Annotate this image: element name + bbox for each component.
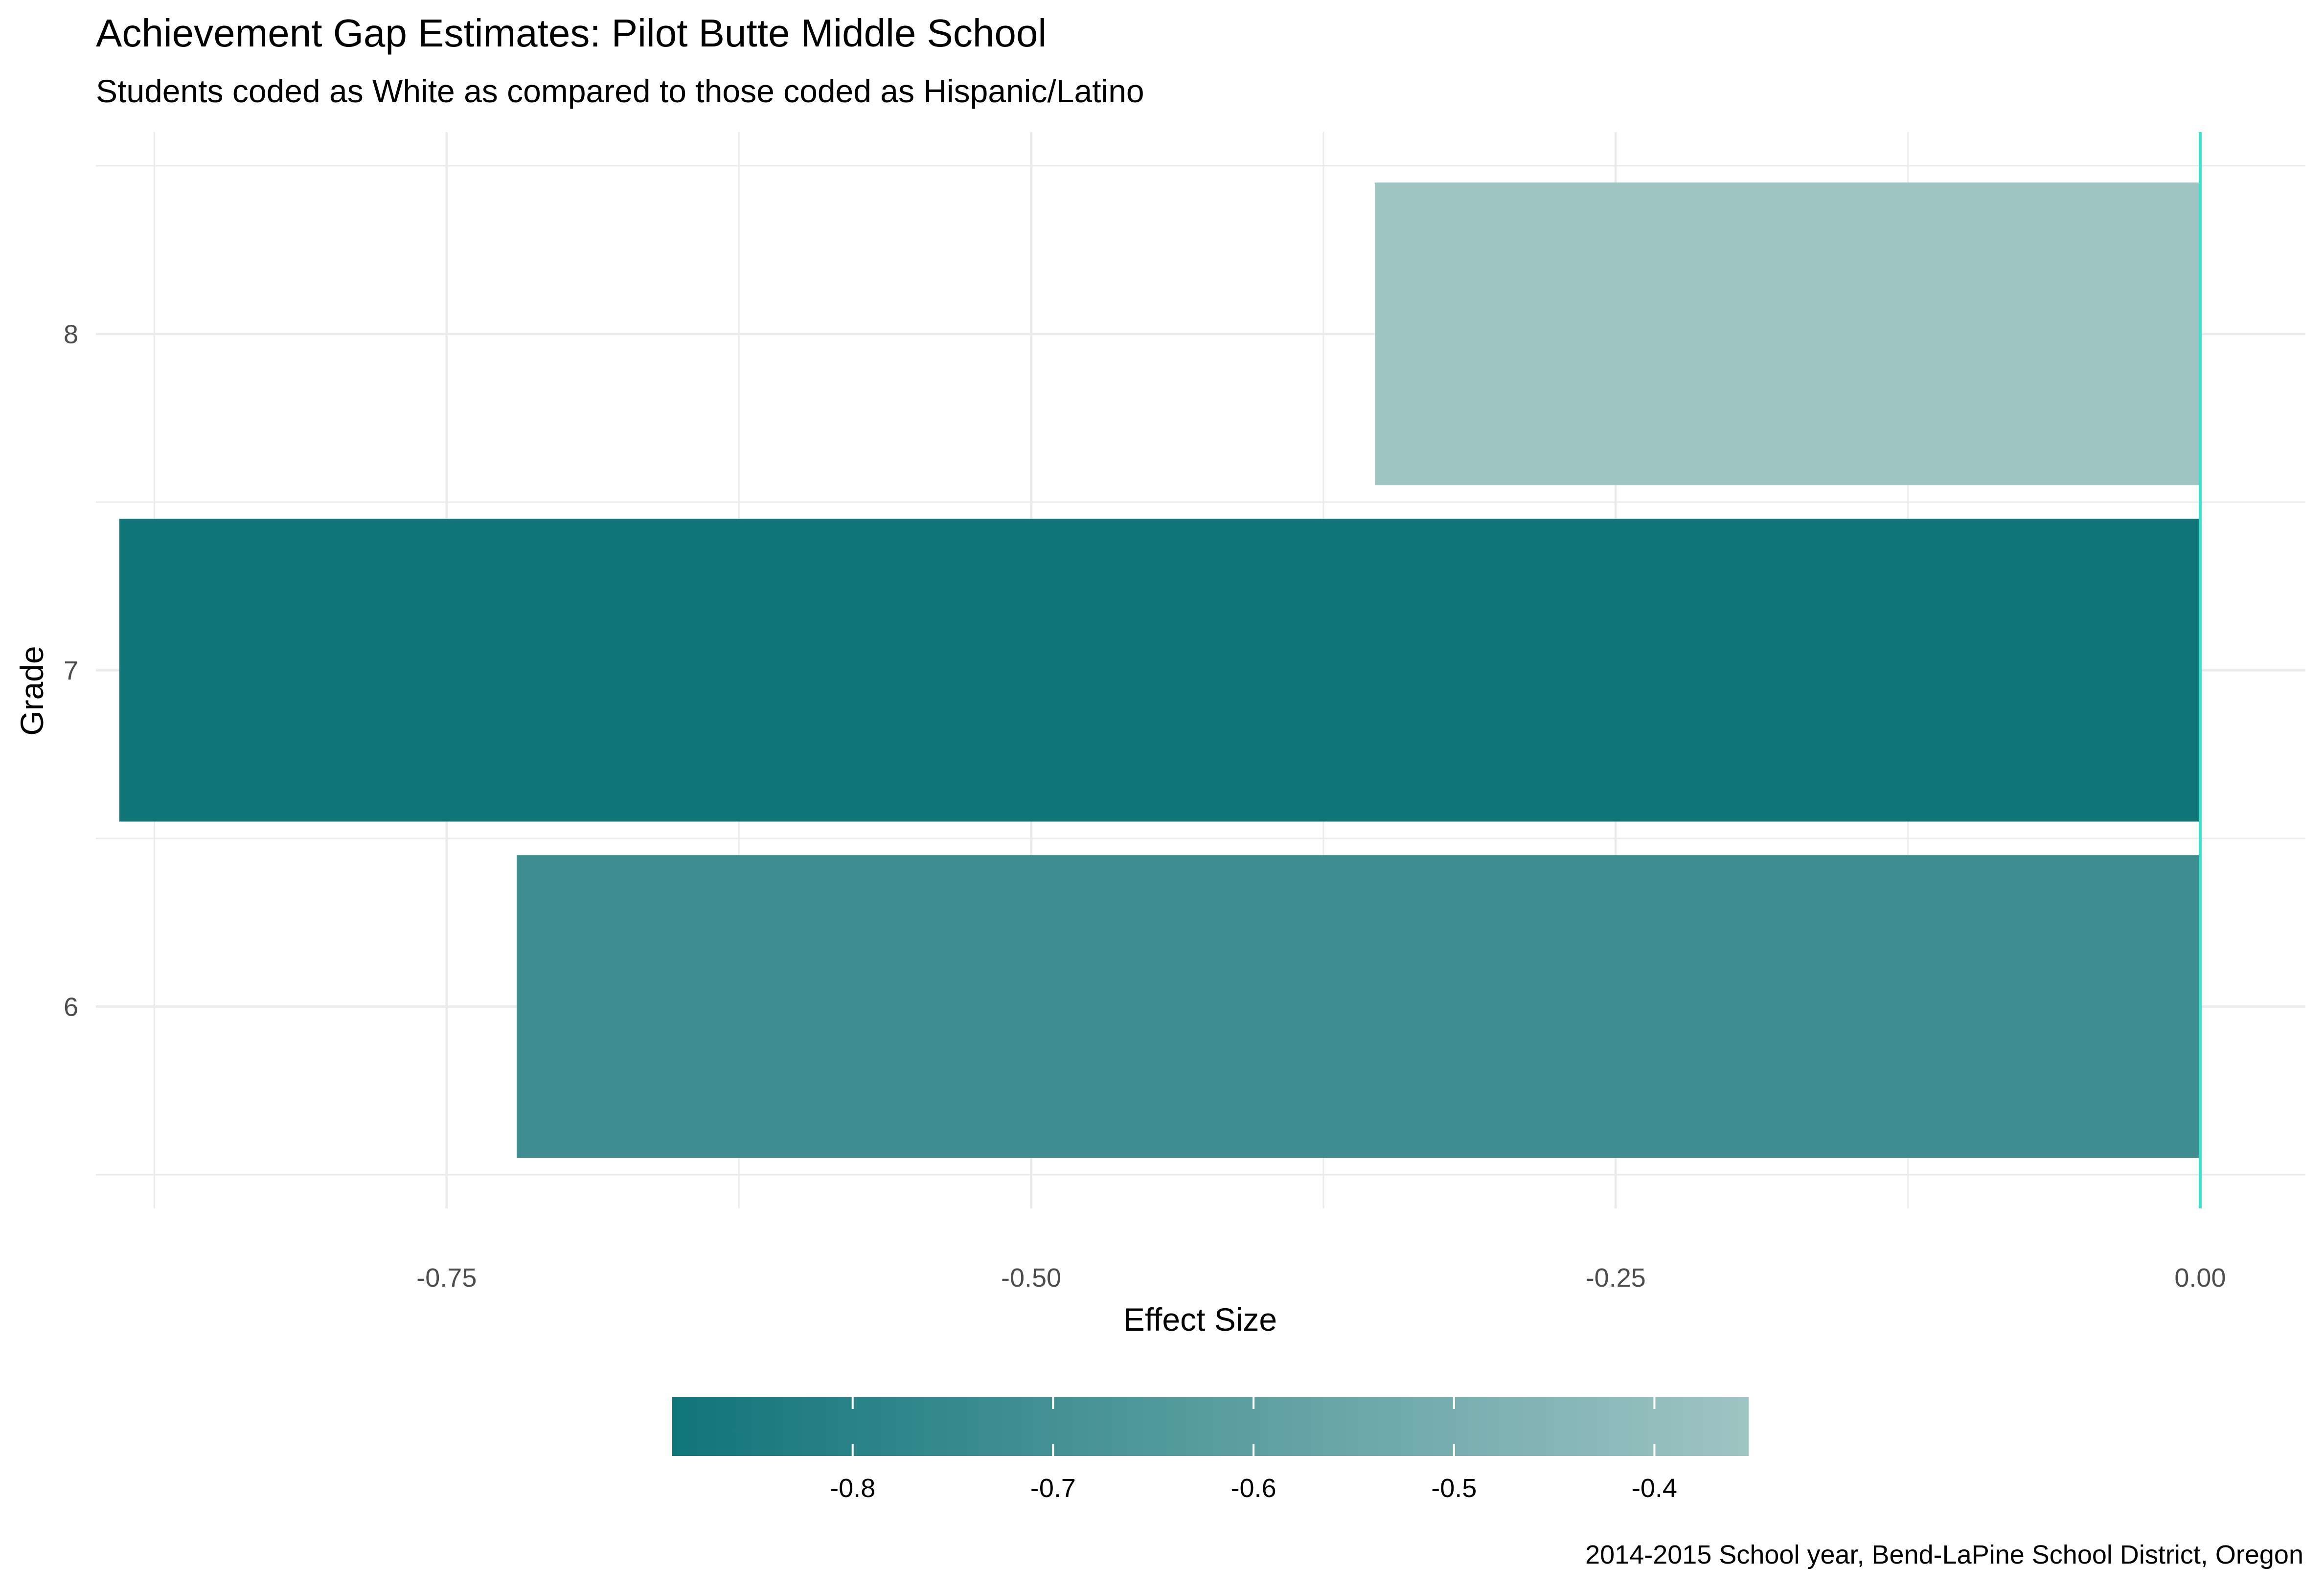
y-tick-label: 8 [64,320,78,349]
x-tick-label: -0.75 [416,1263,477,1293]
y-axis-title: Grade [14,646,50,735]
x-tick-label: -0.50 [1001,1263,1061,1293]
colorbar-gradient [672,1397,1749,1456]
x-tick-label: 0.00 [2174,1263,2226,1293]
chart-caption: 2014-2015 School year, Bend-LaPine Schoo… [1585,1540,2303,1569]
x-axis-title: Effect Size [1123,1301,1277,1338]
colorbar-tick-label: -0.4 [1632,1474,1677,1503]
colorbar-ticks: -0.8 -0.7 -0.6 -0.5 -0.4 [830,1397,1677,1503]
colorbar-tick-label: -0.7 [1030,1474,1076,1503]
x-axis-ticks: -0.75 -0.50 -0.25 0.00 [416,1263,2226,1293]
bars [119,182,2200,1158]
y-tick-label: 7 [64,656,78,685]
x-tick-label: -0.25 [1586,1263,1646,1293]
y-axis-ticks: 6 7 8 [64,320,78,1022]
colorbar-tick-label: -0.8 [830,1474,875,1503]
colorbar-tick-label: -0.6 [1231,1474,1276,1503]
bar-grade-8 [1375,182,2200,485]
colorbar-legend: -0.8 -0.7 -0.6 -0.5 -0.4 [672,1397,1749,1503]
bar-grade-6 [517,855,2200,1158]
chart-title: Achievement Gap Estimates: Pilot Butte M… [96,11,1047,55]
colorbar-tick-label: -0.5 [1431,1474,1477,1503]
chart-subtitle: Students coded as White as compared to t… [96,73,1144,109]
bar-grade-7 [119,519,2200,822]
y-tick-label: 6 [64,993,78,1022]
